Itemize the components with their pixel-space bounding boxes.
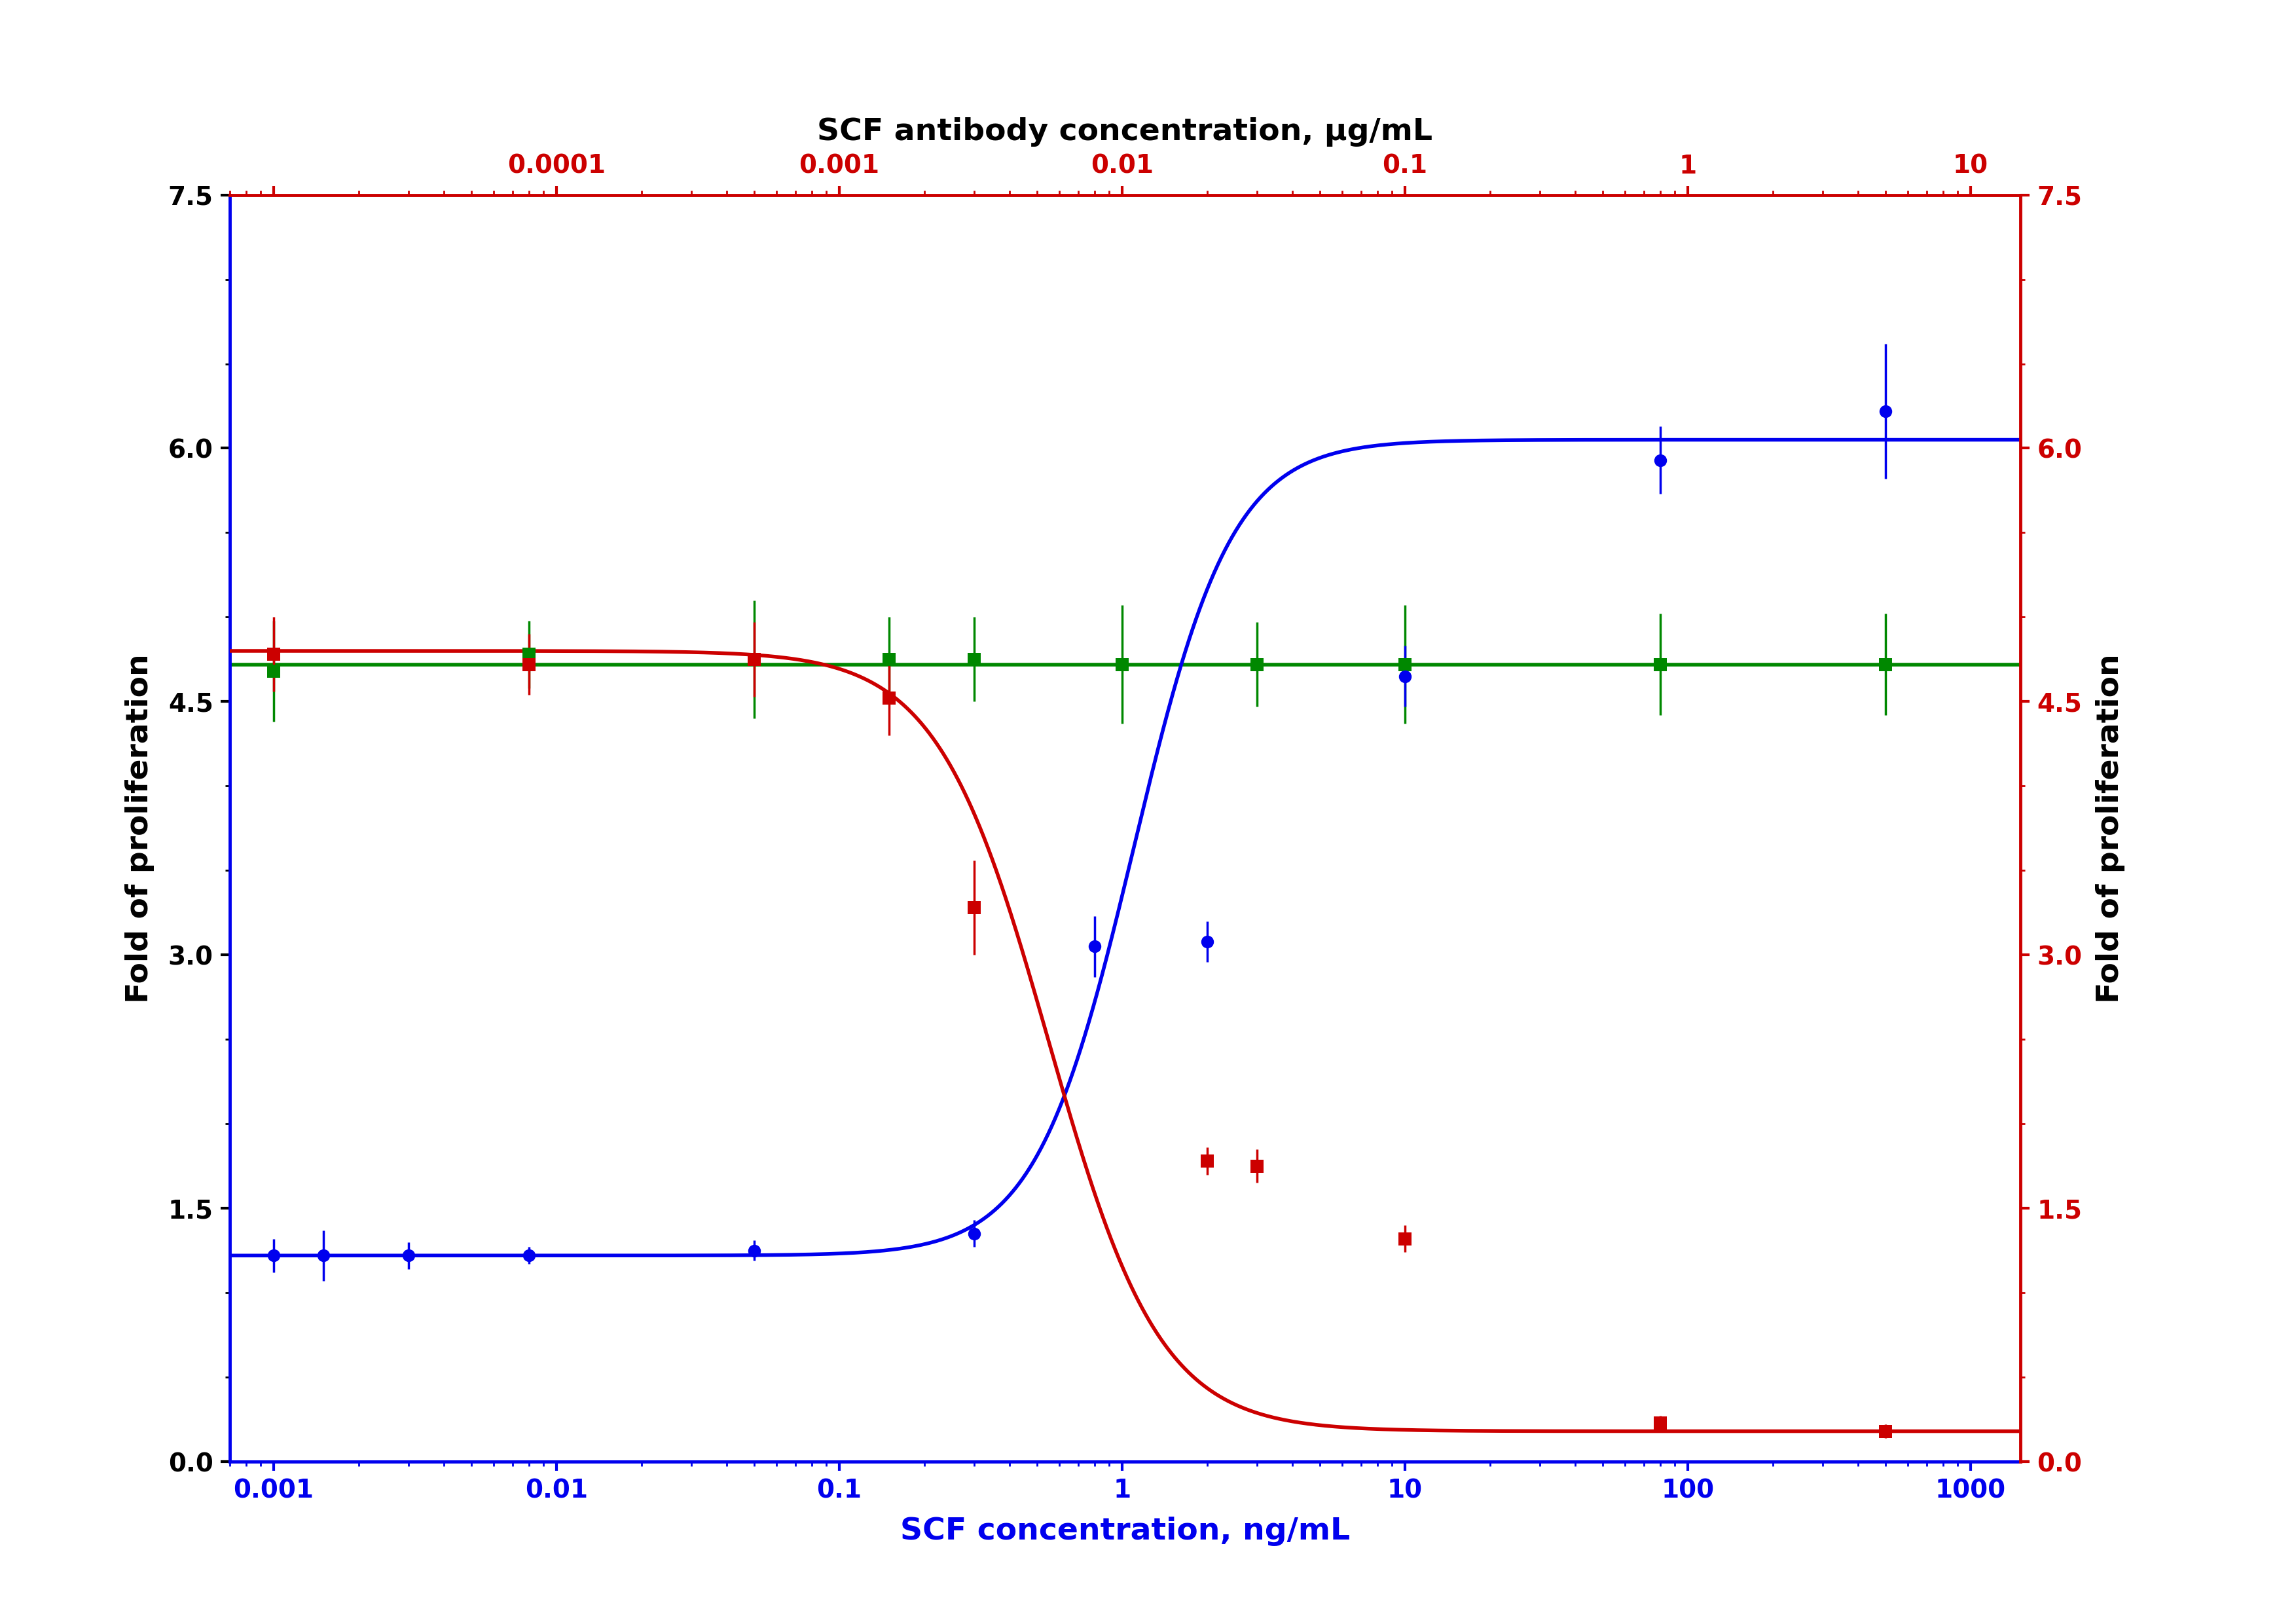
Y-axis label: Fold of proliferation: Fold of proliferation [2096,653,2126,1004]
X-axis label: SCF concentration, ng/mL: SCF concentration, ng/mL [900,1517,1350,1546]
Y-axis label: Fold of proliferation: Fold of proliferation [124,653,154,1004]
X-axis label: SCF antibody concentration, μg/mL: SCF antibody concentration, μg/mL [817,117,1433,146]
